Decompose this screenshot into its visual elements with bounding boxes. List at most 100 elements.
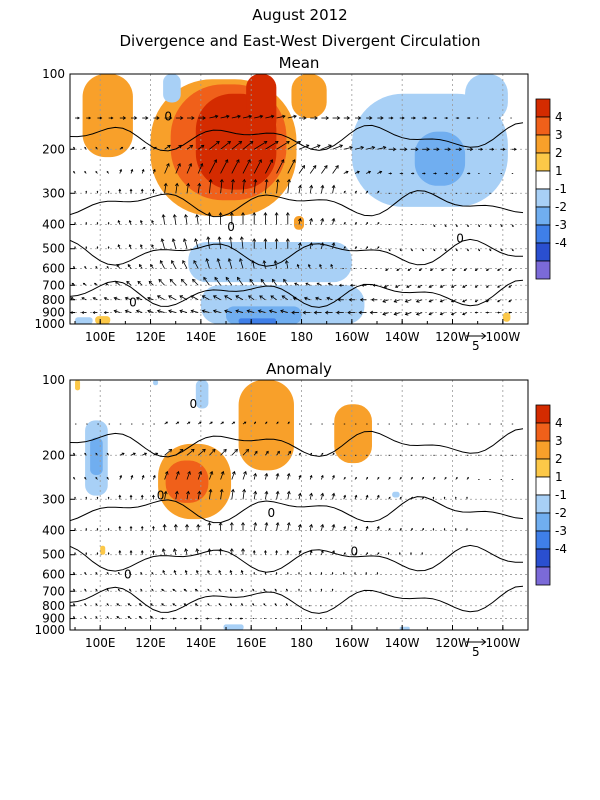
vector-arrow [297, 217, 302, 225]
x-tick-label-160W: 160W [334, 330, 369, 344]
vector-arrow [239, 257, 244, 269]
vector-arrow [161, 213, 166, 225]
vector-arrow [298, 184, 302, 194]
vector-arrow [343, 246, 346, 249]
vector-arrow [184, 213, 188, 225]
vector-arrow [343, 145, 353, 150]
vector-arrow [106, 572, 109, 575]
vector-arrow [173, 523, 178, 531]
vector-arrow [421, 248, 425, 252]
vector-arrow [156, 309, 165, 314]
vector-arrow [309, 164, 317, 174]
vector-arrow [241, 588, 244, 592]
vector-arrow [113, 309, 120, 314]
x-tick-label-140W: 140W [385, 330, 420, 344]
plot-frame [69, 73, 529, 325]
vector-arrow [208, 488, 213, 500]
vector-arrow [274, 588, 277, 592]
vector-arrow [309, 492, 313, 500]
vector-arrow [141, 168, 145, 174]
vector-arrow [428, 299, 434, 303]
plot-area: 0 0 0 0 [70, 74, 528, 324]
shaded-region-6 [75, 380, 81, 391]
vector-arrow [118, 494, 122, 500]
vector-arrow [227, 257, 233, 269]
y-tick-label-300: 300 [42, 492, 65, 506]
vector-arrow [359, 297, 367, 302]
vector-arrow [195, 548, 200, 555]
vector-arrow [164, 448, 173, 456]
vector-arrow [418, 268, 423, 271]
vector-arrow [128, 219, 132, 225]
vector-arrow [214, 276, 221, 286]
vector-arrow [264, 550, 267, 555]
vector-arrow [73, 476, 76, 480]
vector-arrow [274, 603, 277, 607]
vector-arrow [320, 217, 325, 225]
vector-arrow [229, 548, 234, 555]
vector-arrow [485, 311, 490, 314]
shaded-region-16 [238, 318, 277, 324]
vector-arrow [241, 603, 244, 607]
vector-arrow [309, 571, 312, 575]
vector-arrow [398, 552, 401, 555]
vector-arrow [218, 521, 223, 531]
vector-arrow [179, 309, 188, 314]
vector-arrow [152, 494, 155, 500]
vector-arrow [106, 266, 109, 269]
vector-arrow [343, 116, 351, 120]
zero-contour-2 [70, 238, 523, 267]
vector-arrow [187, 116, 195, 120]
vector-arrow [175, 421, 180, 425]
vector-arrow [394, 284, 400, 288]
vector-arrow [358, 310, 367, 315]
vector-arrow [268, 309, 277, 314]
vector-arrow [286, 472, 291, 480]
vector-arrow [107, 190, 110, 194]
vector-arrow [242, 159, 251, 174]
zero-contour-0 [70, 122, 524, 152]
vector-arrow [298, 571, 300, 575]
vector-arrow [224, 309, 232, 314]
vector-arrow [310, 116, 318, 120]
vector-arrow [152, 474, 156, 480]
y-tick-label-600: 600 [42, 568, 65, 582]
vector-arrow [286, 178, 291, 194]
y-tick-label-300: 300 [42, 186, 65, 200]
vector-arrow [129, 494, 133, 500]
vector-arrow [508, 299, 512, 303]
vector-arrow [197, 144, 205, 150]
vector-arrow [274, 238, 279, 249]
vector-arrow [443, 527, 446, 531]
vector-arrow [466, 224, 469, 228]
vector-arrow [142, 452, 148, 456]
vector-arrow [331, 492, 336, 500]
vector-key-arrow [466, 332, 487, 340]
vector-arrow [217, 236, 222, 249]
vector-arrow [106, 146, 109, 150]
vector-arrow [225, 276, 233, 286]
vector-arrow [354, 170, 360, 174]
y-tick-label-900: 900 [42, 612, 65, 626]
vector-arrow [264, 472, 269, 480]
vector-arrow [388, 172, 393, 175]
vector-arrow [152, 550, 155, 555]
vector-arrow [239, 617, 244, 620]
vector-arrow [220, 159, 229, 174]
vector-arrow [220, 470, 225, 480]
vector-arrow [218, 212, 223, 225]
vector-arrow [231, 448, 238, 456]
colorbar-swatch-7 [535, 530, 551, 550]
vector-arrow [161, 603, 165, 607]
vector-arrow [190, 295, 199, 301]
vector-arrow [231, 421, 236, 425]
vector-arrow [466, 527, 468, 531]
vector-arrow [180, 278, 188, 286]
vector-arrow [455, 476, 458, 480]
shaded-region-8 [90, 437, 103, 476]
vector-arrow [320, 588, 323, 592]
vector-arrow [354, 571, 356, 575]
vector-arrow [444, 248, 447, 252]
vector-arrow [116, 603, 121, 607]
vector-arrow [377, 145, 387, 150]
